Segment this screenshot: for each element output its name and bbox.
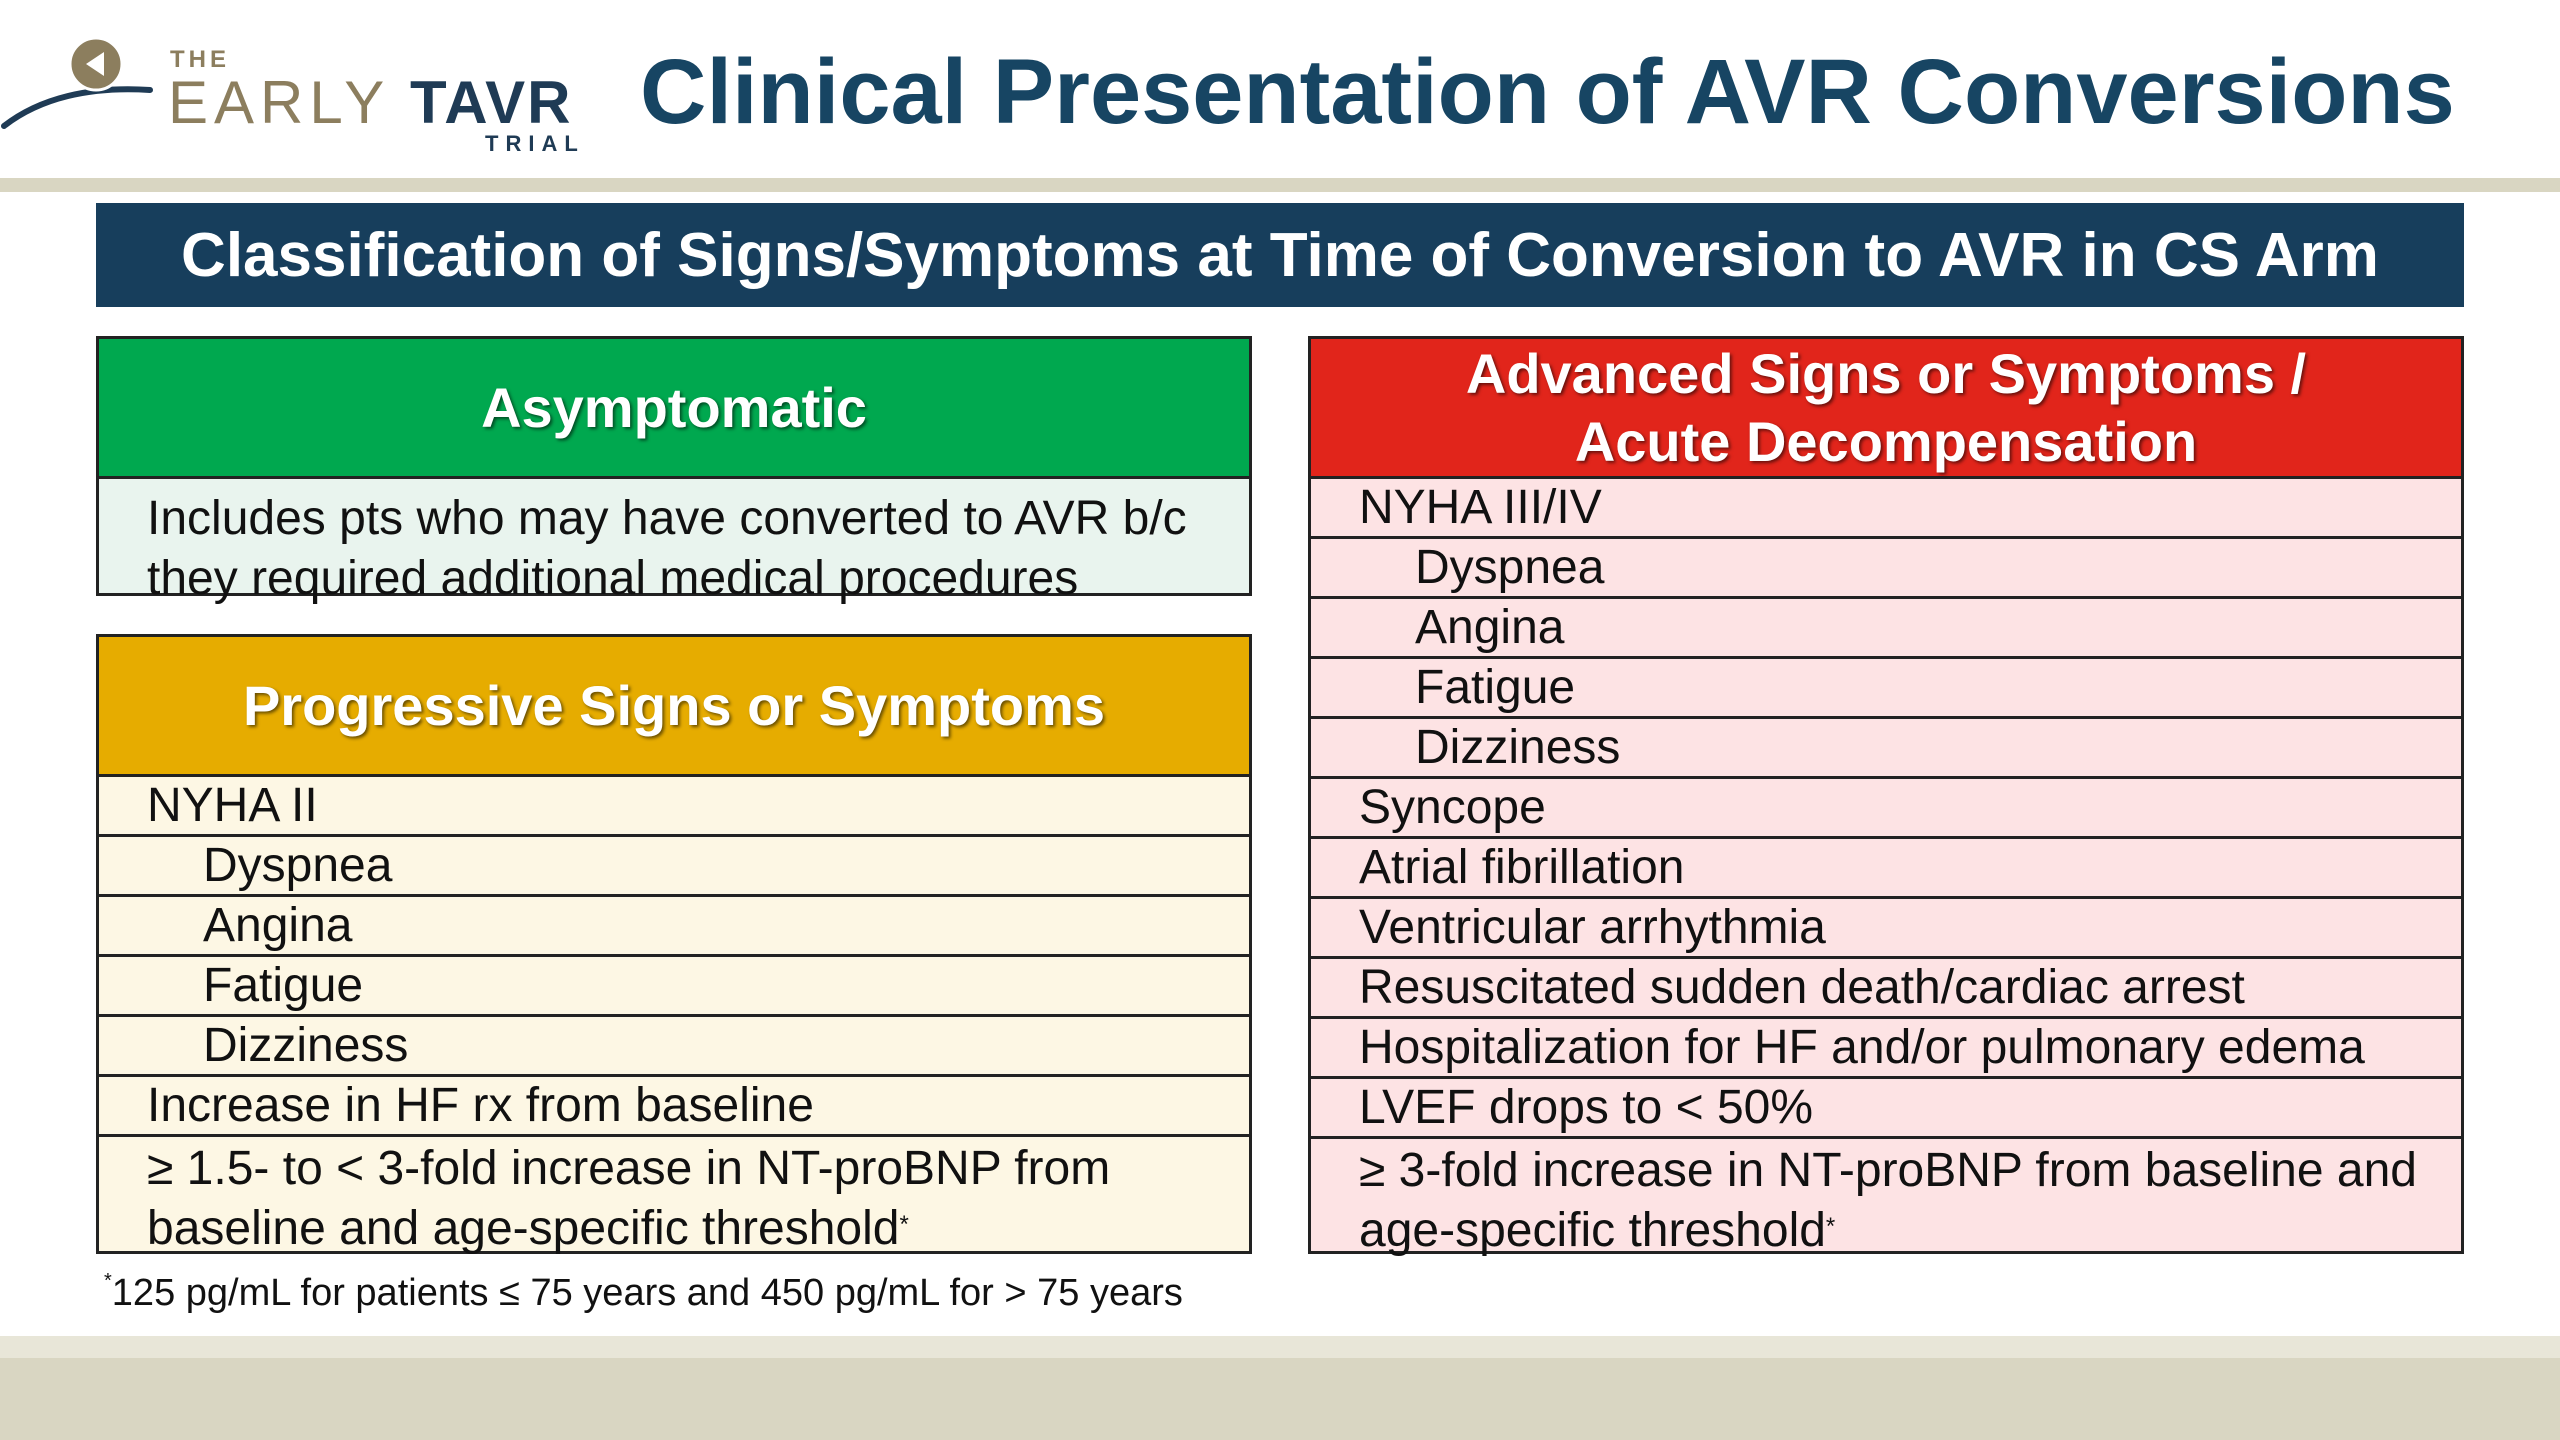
advanced-row-label: Syncope [1359,781,1546,834]
advanced-row-label: Hospitalization for HF and/or pulmonary … [1359,1021,2365,1074]
progressive-row: Dizziness [99,1017,1249,1077]
advanced-row: Dizziness [1311,719,2461,779]
logo-tavr-text: TAVR [410,69,573,136]
advanced-heading-line1: Advanced Signs or Symptoms / [1465,341,2307,405]
progressive-box: Progressive Signs or Symptoms NYHA II Dy… [96,634,1252,1255]
advanced-row: NYHA III/IV [1311,479,2461,539]
advanced-row: LVEF drops to < 50% [1311,1079,2461,1139]
early-tavr-logo: THE EARLY TAVR TRIAL [0,28,600,158]
asymptomatic-box: Asymptomatic Includes pts who may have c… [96,336,1252,605]
advanced-row-label: Ventricular arrhythmia [1359,901,1826,954]
progressive-row-label: Dyspnea [203,839,393,892]
header: THE EARLY TAVR TRIAL Clinical Presentati… [0,0,2560,180]
section-banner: Classification of Signs/Symptoms at Time… [96,203,2464,307]
progressive-row-label: Fatigue [203,959,364,1012]
progressive-row-label: Dizziness [203,1019,409,1072]
advanced-row-text: ≥ 3-fold increase in NT-proBNP from base… [1359,1144,2417,1257]
progressive-row: Increase in HF rx from baseline [99,1077,1249,1137]
footnote-marker: * [1825,1213,1836,1240]
progressive-row: Dyspnea [99,837,1249,897]
advanced-row-label: NYHA III/IV [1359,481,1602,534]
footnote-marker: * [104,1270,112,1292]
logo-the-text: THE [170,46,230,73]
advanced-row: Ventricular arrhythmia [1311,899,2461,959]
advanced-row-label: LVEF drops to < 50% [1359,1081,1814,1134]
advanced-heading: Advanced Signs or Symptoms / Acute Decom… [1311,339,2461,479]
footnote: *125 pg/mL for patients ≤ 75 years and 4… [104,1270,1183,1315]
advanced-heading-line2: Acute Decompensation [1574,409,2198,473]
advanced-row: Angina [1311,599,2461,659]
logo-trial-text: TRIAL [485,131,585,156]
advanced-row-label: Angina [1415,601,1565,654]
advanced-row: Fatigue [1311,659,2461,719]
progressive-row: NYHA II [99,777,1249,837]
advanced-row: Atrial fibrillation [1311,839,2461,899]
advanced-row: ≥ 3-fold increase in NT-proBNP from base… [1311,1139,2461,1257]
advanced-row-label: Resuscitated sudden death/cardiac arrest [1359,961,2245,1014]
footnote-text: 125 pg/mL for patients ≤ 75 years and 45… [111,1272,1183,1314]
advanced-row-label: Dyspnea [1415,541,1605,594]
progressive-row-label: ≥ 1.5- to < 3-fold increase in NT-proBNP… [147,1139,1249,1259]
bottom-divider [0,1336,2560,1358]
progressive-row-label: NYHA II [147,779,318,832]
banner-text: Classification of Signs/Symptoms at Time… [181,220,2379,290]
logo-early-text: EARLY [168,69,391,136]
progressive-row: Fatigue [99,957,1249,1017]
advanced-row: Dyspnea [1311,539,2461,599]
advanced-row-label: Atrial fibrillation [1359,841,1685,894]
progressive-row-text: ≥ 1.5- to < 3-fold increase in NT-proBNP… [147,1142,1111,1255]
advanced-box: Advanced Signs or Symptoms / Acute Decom… [1308,336,2464,1257]
header-divider [0,178,2560,192]
advanced-row: Syncope [1311,779,2461,839]
progressive-row-label: Angina [203,899,353,952]
progressive-row: ≥ 1.5- to < 3-fold increase in NT-proBNP… [99,1137,1249,1255]
footnote-marker: * [899,1211,909,1238]
advanced-row: Resuscitated sudden death/cardiac arrest [1311,959,2461,1019]
asymptomatic-description: Includes pts who may have converted to A… [147,492,1187,605]
footer-band [0,1358,2560,1440]
advanced-row: Hospitalization for HF and/or pulmonary … [1311,1019,2461,1079]
asymptomatic-heading: Asymptomatic [99,339,1249,479]
page-title: Clinical Presentation of AVR Conversions [640,41,2455,143]
advanced-row-label: ≥ 3-fold increase in NT-proBNP from base… [1359,1141,2461,1261]
valve-swoosh-icon [1,36,153,129]
progressive-heading: Progressive Signs or Symptoms [99,637,1249,777]
progressive-row: Angina [99,897,1249,957]
advanced-row-label: Dizziness [1415,721,1621,774]
progressive-row-label: Increase in HF rx from baseline [147,1079,814,1132]
advanced-row-label: Fatigue [1415,661,1576,714]
